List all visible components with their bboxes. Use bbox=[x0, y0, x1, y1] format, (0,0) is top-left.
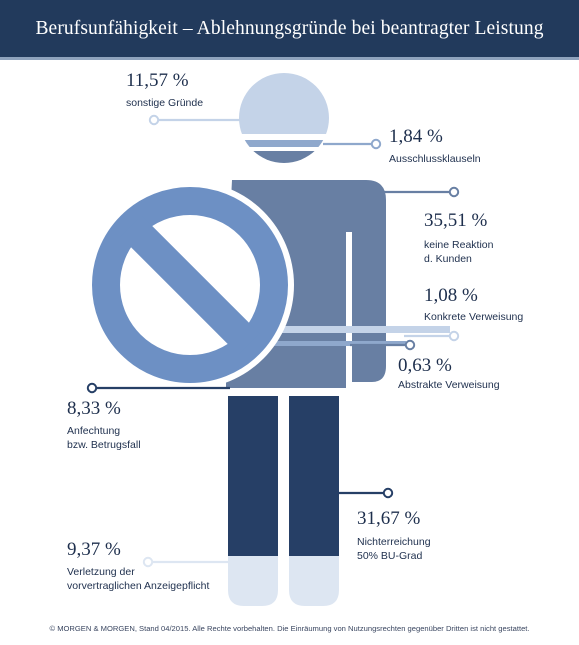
category-label-konkrete-verweisung: Konkrete Verweisung bbox=[424, 311, 524, 323]
copyright-footer: © MORGEN & MORGEN, Stand 04/2015. Alle R… bbox=[49, 624, 530, 633]
left-foot-verletzung bbox=[228, 556, 278, 606]
category-label-verletzung-anzeigepflicht: Verletzung der vorvertraglichen Anzeigep… bbox=[67, 566, 210, 592]
header-bar: Berufsunfähigkeit – Ablehnungsgründe bei… bbox=[0, 0, 579, 57]
head-segment-ausschlussklauseln bbox=[239, 140, 329, 147]
value-label-verletzung-anzeigepflicht: 9,37 % bbox=[67, 539, 121, 560]
category-label-sonstige-gruende: sonstige Gründe bbox=[126, 97, 204, 109]
prohibition-ring bbox=[92, 187, 288, 383]
value-label-nichterreichung: 31,67 % bbox=[357, 508, 421, 529]
chart-title: Berufsunfähigkeit – Ablehnungsgründe bei… bbox=[35, 18, 544, 39]
category-label-nichterreichung: Nichterreichung 50% BU-Grad bbox=[357, 536, 431, 562]
leader-anfechtung-marker bbox=[86, 382, 98, 394]
right-leg-nichterreichung bbox=[289, 396, 339, 556]
leader-ausschlussklauseln-marker bbox=[370, 138, 382, 150]
value-label-konkrete-verweisung: 1,08 % bbox=[424, 285, 478, 306]
value-label-anfechtung: 8,33 % bbox=[67, 398, 121, 419]
leader-keine-reaktion-marker bbox=[448, 186, 460, 198]
leader-verletzung-marker bbox=[142, 556, 154, 568]
category-label-anfechtung: Anfechtung bzw. Betrugsfall bbox=[67, 425, 141, 451]
value-label-abstrakte-verweisung: 0,63 % bbox=[398, 355, 452, 376]
head-segment-sonstige-gruende bbox=[239, 73, 329, 134]
category-label-keine-reaktion: keine Reaktion d. Kunden bbox=[424, 239, 494, 265]
leader-abstrakte-verweisung-marker bbox=[404, 339, 416, 351]
torso-stripe-abstrakte-verweisung bbox=[236, 341, 406, 346]
prohibition-slash bbox=[120, 215, 260, 355]
right-foot-verletzung bbox=[289, 556, 339, 606]
value-label-ausschlussklauseln: 1,84 % bbox=[389, 126, 443, 147]
left-leg-anfechtung bbox=[228, 396, 278, 556]
value-label-sonstige-gruende: 11,57 % bbox=[126, 70, 189, 91]
leader-konkrete-verweisung-marker bbox=[448, 330, 460, 342]
category-label-abstrakte-verweisung: Abstrakte Verweisung bbox=[398, 379, 500, 391]
header-divider bbox=[0, 57, 579, 60]
category-label-ausschlussklauseln: Ausschlussklauseln bbox=[389, 153, 481, 165]
leader-nichterreichung-marker bbox=[382, 487, 394, 499]
torso-stripe-konkrete-verweisung bbox=[236, 326, 450, 333]
head-lower-band bbox=[239, 151, 329, 163]
leader-sonstige-gruende-marker bbox=[148, 114, 160, 126]
value-label-keine-reaktion: 35,51 % bbox=[424, 210, 488, 231]
